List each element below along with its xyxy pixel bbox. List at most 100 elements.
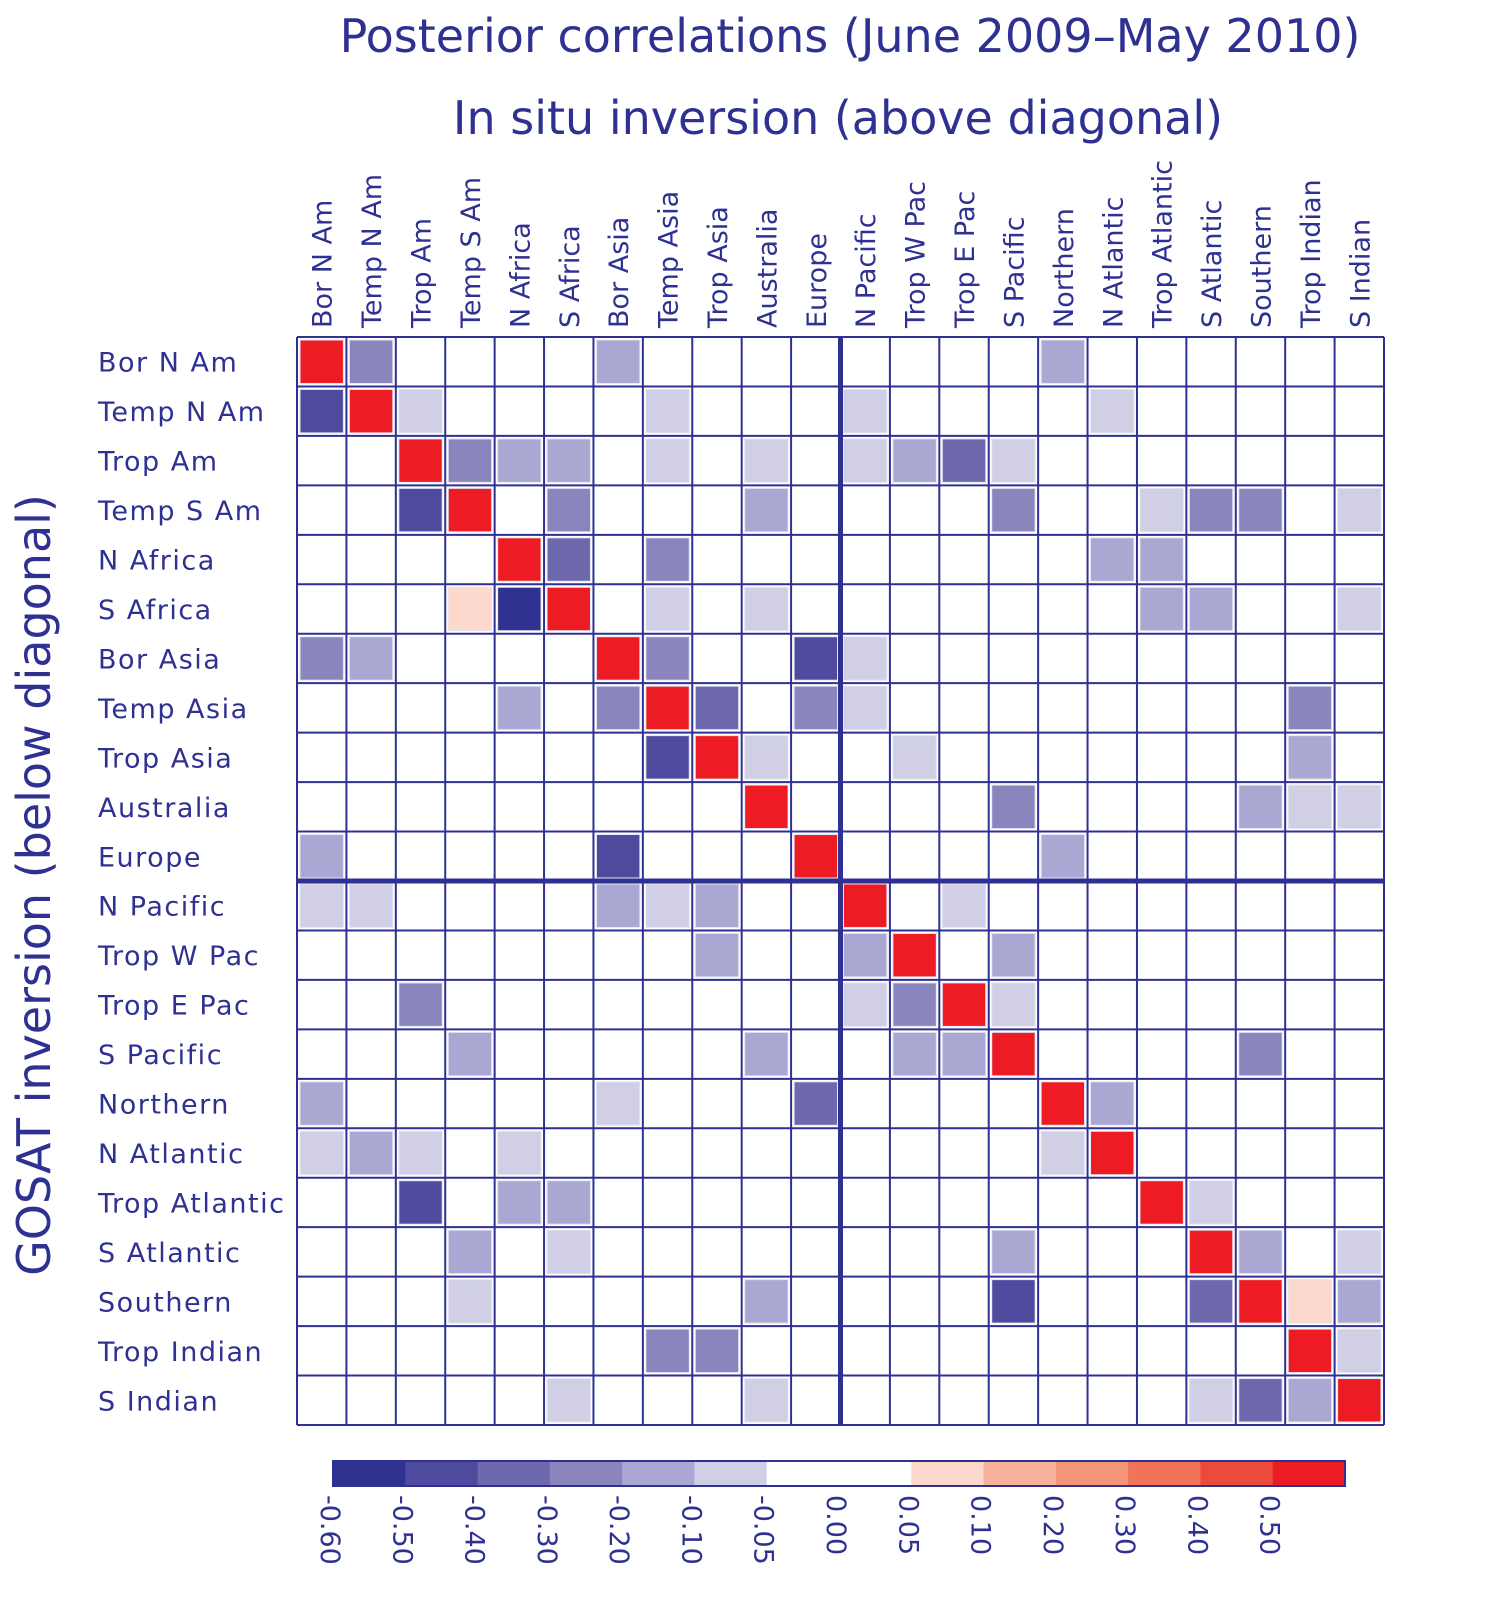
column-label: Trop Asia	[703, 206, 734, 329]
row-label: Europe	[98, 842, 202, 873]
column-label: Trop E Pac	[950, 191, 981, 329]
column-label: S Africa	[555, 225, 586, 328]
heatmap-cell	[1238, 784, 1283, 830]
column-label: Temp N Am	[357, 174, 388, 329]
row-label: Australia	[98, 793, 231, 824]
colorbar-tick-label: 0.10	[965, 1495, 996, 1555]
heatmap-cell	[1090, 1081, 1135, 1126]
heatmap-cell	[694, 735, 740, 780]
heatmap-cell	[744, 586, 789, 632]
colorbar-tick-label: -0.60	[314, 1495, 345, 1565]
heatmap-cell	[744, 735, 789, 780]
heatmap-cell	[398, 982, 443, 1027]
row-label: N Atlantic	[98, 1139, 244, 1170]
heatmap-cell	[645, 537, 690, 582]
heatmap-cell	[744, 438, 789, 483]
heatmap-cell	[595, 834, 641, 879]
heatmap-cell	[892, 932, 937, 978]
heatmap-cell	[892, 438, 937, 483]
colorbar-tick-label: 0.20	[1037, 1495, 1068, 1555]
colorbar-segment	[839, 1461, 912, 1486]
colorbar-segment	[694, 1461, 768, 1486]
heatmap-cell	[645, 438, 690, 483]
colorbar-tick-label: -0.05	[748, 1495, 779, 1565]
colorbar-border	[332, 1460, 1346, 1487]
heatmap-cell	[595, 685, 641, 731]
row-label: Trop Am	[97, 447, 219, 478]
heatmap-cell	[546, 1229, 591, 1275]
heatmap-cell	[744, 1279, 789, 1324]
heatmap-cell	[398, 388, 443, 434]
heatmap-cell	[1139, 586, 1184, 632]
heatmap-cell	[546, 537, 591, 582]
row-label: S Atlantic	[98, 1238, 241, 1269]
heatmap-cell	[398, 438, 443, 483]
heatmap-cell	[941, 438, 987, 483]
heatmap-cell	[595, 1081, 641, 1126]
heatmap-cell	[892, 1031, 937, 1077]
column-label: N Atlantic	[1098, 197, 1129, 328]
row-label: S Pacific	[98, 1040, 223, 1071]
column-label: S Indian	[1345, 219, 1376, 328]
colorbar-segment	[1055, 1461, 1129, 1486]
column-label: Northern	[1049, 208, 1080, 328]
heatmap-cell	[1287, 1328, 1333, 1374]
heatmap-cell	[1337, 1378, 1382, 1423]
colorbar-tick-label: -0.30	[531, 1495, 562, 1565]
row-label: Bor N Am	[98, 348, 238, 379]
heatmap-cell	[1238, 487, 1283, 533]
heatmap-cell	[1090, 1130, 1135, 1176]
heatmap-cell	[1287, 784, 1333, 830]
column-label: Bor Asia	[604, 217, 635, 328]
chart-title: Posterior correlations (June 2009–May 20…	[340, 9, 1361, 63]
heatmap-cell	[843, 438, 888, 483]
row-label: Trop W Pac	[97, 941, 260, 972]
column-label: Southern	[1246, 205, 1277, 328]
heatmap-cell	[645, 685, 690, 731]
heatmap-cell	[1238, 1279, 1283, 1324]
row-label: Temp Asia	[97, 694, 249, 725]
heatmap-cell	[793, 685, 838, 731]
heatmap-cell	[645, 883, 690, 928]
heatmap-cell	[299, 1130, 344, 1176]
heatmap-cell	[843, 636, 888, 681]
heatmap-cell	[546, 438, 591, 483]
row-label: N Pacific	[98, 892, 226, 923]
heatmap-cell	[1337, 1279, 1382, 1324]
heatmap-cell	[694, 883, 740, 928]
heatmap-cell	[1040, 1081, 1086, 1126]
colorbar-tick-label: 0.40	[1181, 1495, 1212, 1555]
heatmap-cell	[1040, 339, 1086, 384]
heatmap-cell	[447, 438, 493, 483]
heatmap-cell	[447, 586, 493, 632]
colorbar: -0.60 -0.50 -0.40 -0.30 -0.20 -0.10 -0.05 0.00 0…	[314, 1460, 1346, 1565]
heatmap-cell	[941, 982, 987, 1027]
heatmap-cell	[843, 388, 888, 434]
column-label: Temp Asia	[654, 191, 685, 329]
heatmap-cell	[546, 1378, 591, 1423]
heatmap-cell	[1188, 586, 1234, 632]
heatmap-cell	[299, 883, 344, 928]
column-label: Trop W Pac	[901, 181, 932, 329]
heatmap-cell	[991, 1229, 1036, 1275]
row-label: S Indian	[98, 1386, 219, 1417]
heatmap-cell	[645, 735, 690, 780]
heatmap-cell	[546, 487, 591, 533]
heatmap-cell	[941, 883, 987, 928]
heatmap-cell	[744, 784, 789, 830]
column-label: N Africa	[505, 222, 536, 328]
heatmap-cell	[348, 388, 394, 434]
heatmap-cell	[447, 1229, 493, 1275]
heatmap-cell	[595, 636, 641, 681]
heatmap-cell	[843, 932, 888, 978]
column-label: Europe	[802, 233, 833, 328]
column-labels: Bor N Am Temp N Am Trop Am Temp S Am N Afric…	[308, 160, 1377, 329]
heatmap-cell	[744, 1378, 789, 1423]
heatmap-cell	[1287, 1279, 1333, 1324]
column-label: N Pacific	[851, 213, 882, 328]
colorbar-tick-label: -0.10	[675, 1495, 706, 1565]
heatmap-cell	[1188, 1279, 1234, 1324]
heatmap-cell	[1337, 1229, 1382, 1275]
heatmap-cell	[348, 339, 394, 384]
colorbar-segment	[477, 1461, 551, 1486]
